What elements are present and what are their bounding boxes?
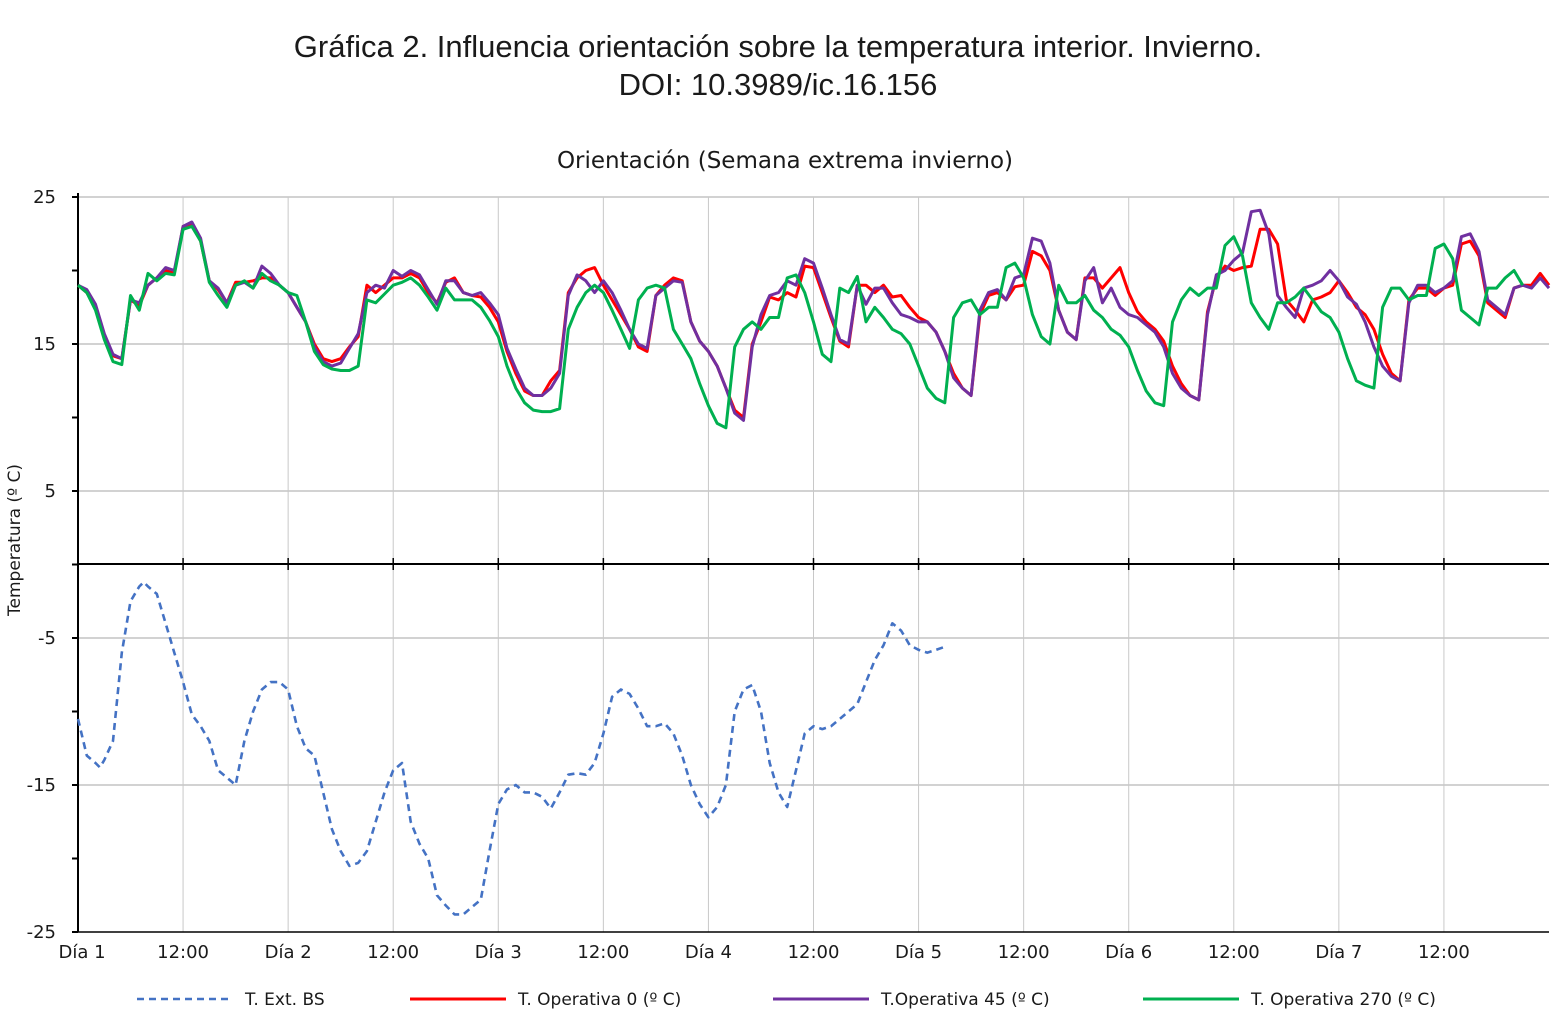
axes (72, 193, 1549, 933)
x-tick-label: 12:00 (577, 942, 629, 963)
figure-caption: Gráfica 2. Influencia orientación sobre … (293, 29, 1263, 64)
legend-label-2: T.Operativa 45 (º C) (880, 990, 1050, 1010)
x-tick-label: 12:00 (788, 942, 840, 963)
x-tick-label: Día 4 (685, 942, 732, 963)
series-line-0 (76, 580, 946, 916)
x-tick-label: Día 7 (1315, 942, 1362, 963)
x-tick-label: Día 2 (265, 942, 312, 963)
chart-title: Orientación (Semana extrema invierno) (557, 148, 1013, 174)
legend: T. Ext. BS T. Operativa 0 (º C) T.Operativ… (137, 990, 1436, 1010)
x-tick-label: 12:00 (998, 942, 1050, 963)
y-tick-label: -15 (27, 775, 56, 796)
y-tick-label: 15 (33, 334, 56, 355)
figure-header: Gráfica 2. Influencia orientación sobre … (0, 28, 1556, 104)
x-tick-label: 12:00 (157, 942, 209, 963)
y-tick-label: 25 (33, 187, 56, 208)
x-tick-label: Día 3 (475, 942, 522, 963)
x-tick-label: 12:00 (1418, 942, 1470, 963)
legend-label-0: T. Ext. BS (244, 990, 325, 1010)
figure-doi: DOI: 10.3989/ic.16.156 (618, 67, 938, 102)
y-axis-label: Temperatura (º C) (5, 464, 25, 617)
y-tick-label: 5 (45, 481, 56, 502)
x-tick-label: 12:00 (367, 942, 419, 963)
x-tick-label: Día 6 (1105, 942, 1152, 963)
x-tick-label: 12:00 (1208, 942, 1260, 963)
legend-label-1: T. Operativa 0 (º C) (517, 990, 681, 1010)
x-tick-label: Día 5 (895, 942, 942, 963)
series-lines (76, 208, 1551, 916)
series-line-3 (77, 224, 1524, 430)
y-tick-label: -25 (27, 922, 56, 943)
x-tick-label: Día 1 (58, 942, 105, 963)
legend-label-3: T. Operativa 270 (º C) (1250, 990, 1436, 1010)
y-tick-label: -5 (38, 628, 56, 649)
